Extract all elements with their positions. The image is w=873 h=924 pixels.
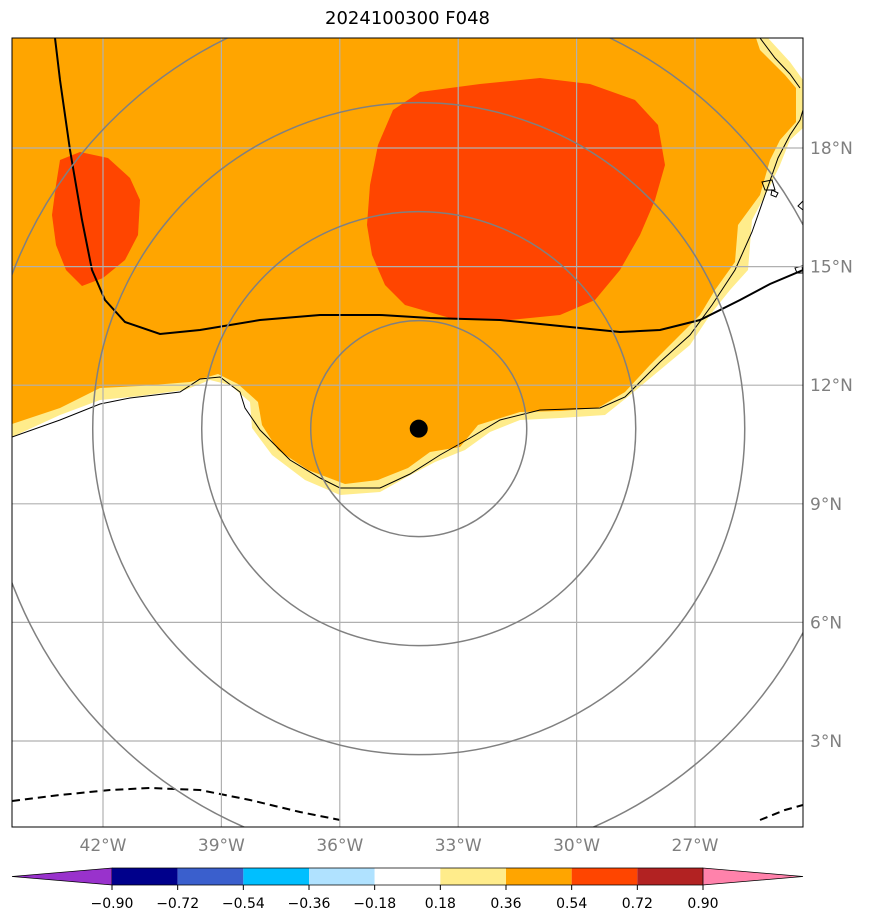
colorbar-extend-high <box>702 867 804 886</box>
contour-line-thick <box>54 38 803 336</box>
lon-tick-label: 27°W <box>672 836 719 856</box>
colorbar-segment <box>374 868 441 885</box>
graticule <box>12 38 803 827</box>
map-title: 2024100300 F048 <box>325 8 490 29</box>
colorbar-segment <box>506 868 572 885</box>
range-ring-1 <box>309 319 528 538</box>
colorbar: −0.90 −0.72 −0.54 −0.36 −0.18 0.18 0.36 0.54 0.7… <box>11 867 804 912</box>
field-contour-0.54-east <box>367 78 665 320</box>
lon-tick-label: 36°W <box>316 836 363 856</box>
colorbar-tick-label: −0.54 <box>222 896 265 912</box>
colorbar-segment <box>177 868 244 885</box>
colorbar-tick-label: −0.36 <box>288 896 331 912</box>
range-ring-3 <box>91 101 746 756</box>
colorbar-tick-label: 0.72 <box>622 896 653 912</box>
lon-tick-label: 42°W <box>80 836 127 856</box>
colorbar-segment <box>637 868 703 885</box>
colorbar-segment <box>571 868 638 885</box>
contour-line-thin <box>12 109 803 489</box>
colorbar-tick-label: −0.18 <box>353 896 396 912</box>
range-rings <box>12 38 803 827</box>
lat-tick-label: 15°N <box>810 258 853 278</box>
field-contour-0.54-west <box>52 152 140 286</box>
colorbar-tick-label: 0.54 <box>556 896 587 912</box>
shaded-field <box>12 38 803 827</box>
colorbar-segment <box>440 868 506 885</box>
lat-tick-label: 6°N <box>810 613 842 633</box>
longitude-labels: 42°W 39°W 36°W 33°W 30°W 27°W <box>80 836 719 856</box>
colorbar-tick-label: −0.72 <box>156 896 199 912</box>
lat-tick-label: 9°N <box>810 495 842 515</box>
lon-tick-label: 30°W <box>553 836 600 856</box>
lat-tick-label: 3°N <box>810 732 842 752</box>
map-frame <box>11 37 804 828</box>
latitude-labels: 3°N 6°N 9°N 12°N 15°N 18°N <box>810 139 853 752</box>
contour-line-small-2 <box>770 189 779 198</box>
lat-tick-label: 12°N <box>810 376 853 396</box>
contour-line-small-1 <box>761 179 776 191</box>
colorbar-segment <box>243 868 309 885</box>
colorbar-tick-label: 0.36 <box>490 896 521 912</box>
contour-line-small-3 <box>797 200 803 211</box>
range-ring-2 <box>200 210 637 647</box>
lon-tick-label: 33°W <box>435 836 482 856</box>
colorbar-tick-label: 0.90 <box>687 896 718 912</box>
colorbar-tick-label: −0.90 <box>91 896 134 912</box>
colorbar-extend-low <box>11 867 113 886</box>
lon-tick-label: 39°W <box>198 836 245 856</box>
contour-line-dashed-east <box>759 804 803 821</box>
colorbar-segment <box>112 868 178 885</box>
colorbar-tick-label: 0.18 <box>425 896 456 912</box>
contour-line-thin-ne <box>759 38 801 89</box>
colorbar-segment <box>309 868 375 885</box>
lat-tick-label: 18°N <box>810 139 853 159</box>
storm-center-marker <box>409 419 428 438</box>
